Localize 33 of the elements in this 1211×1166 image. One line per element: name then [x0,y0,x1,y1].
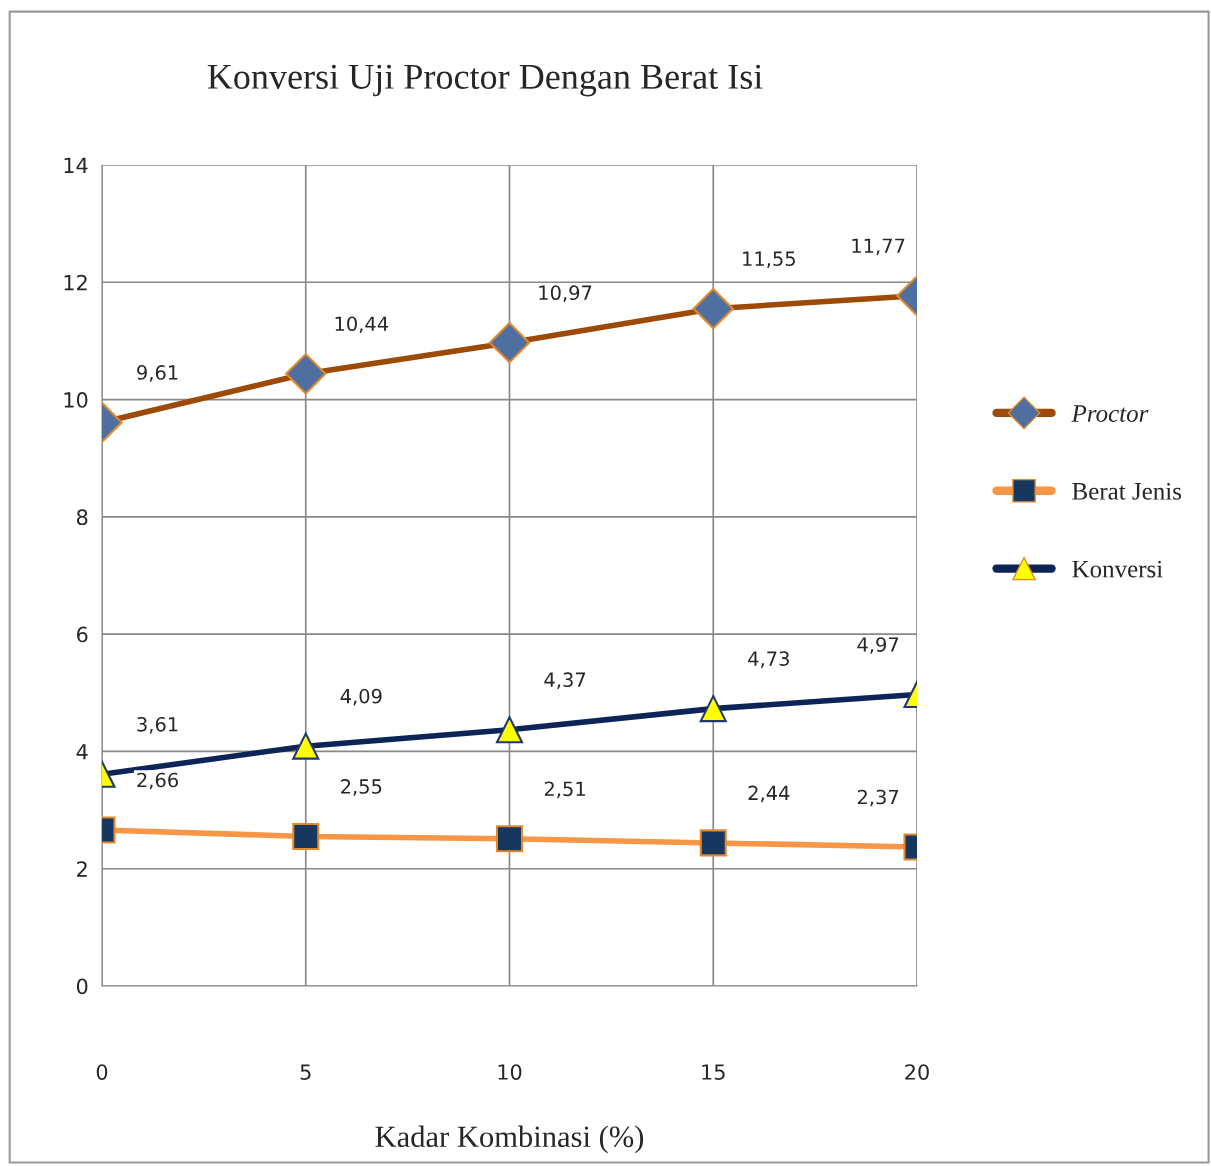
data-label: 4,37 [544,672,586,690]
data-label: 11,55 [743,251,795,268]
y-tick-label: 0 [76,978,88,995]
data-label: 10,97 [539,285,592,303]
y-tick-label: 10 [64,392,88,408]
data-label: 11,77 [852,238,905,256]
data-label: 10,44 [335,316,389,334]
data-label: 2,66 [137,772,178,790]
data-label: 2,44 [748,785,790,803]
y-tick-label: 6 [77,626,88,643]
data-label: 2,51 [544,781,585,799]
x-tick-label: 15 [702,1064,725,1080]
data-label: 9,61 [137,365,178,382]
legend-label: Konversi [1072,560,1163,578]
data-label: 4,97 [857,637,899,654]
x-tick-label: 0 [96,1064,108,1080]
data-label: 3,61 [137,716,178,734]
y-tick-label: 12 [64,274,87,291]
y-tick-label: 14 [64,157,88,173]
legend-label: Proctor [1071,405,1149,422]
x-tick-label: 20 [905,1064,929,1080]
data-label: 4,73 [748,651,789,668]
data-label: 4,09 [340,688,382,706]
y-tick-label: 4 [76,744,88,760]
chart-title: Konversi Uji Proctor Dengan Berat Isi [207,64,763,97]
x-tick-label: 10 [498,1064,522,1080]
legend-label: Berat Jenis [1072,482,1182,500]
data-label: 2,37 [857,789,899,807]
y-tick-label: 2 [77,861,87,877]
y-tick-label: 8 [76,509,88,526]
x-tick-label: 5 [300,1064,311,1080]
data-label: 2,55 [341,779,382,796]
x-axis-title: Kadar Kombinasi (%) [375,1125,644,1154]
